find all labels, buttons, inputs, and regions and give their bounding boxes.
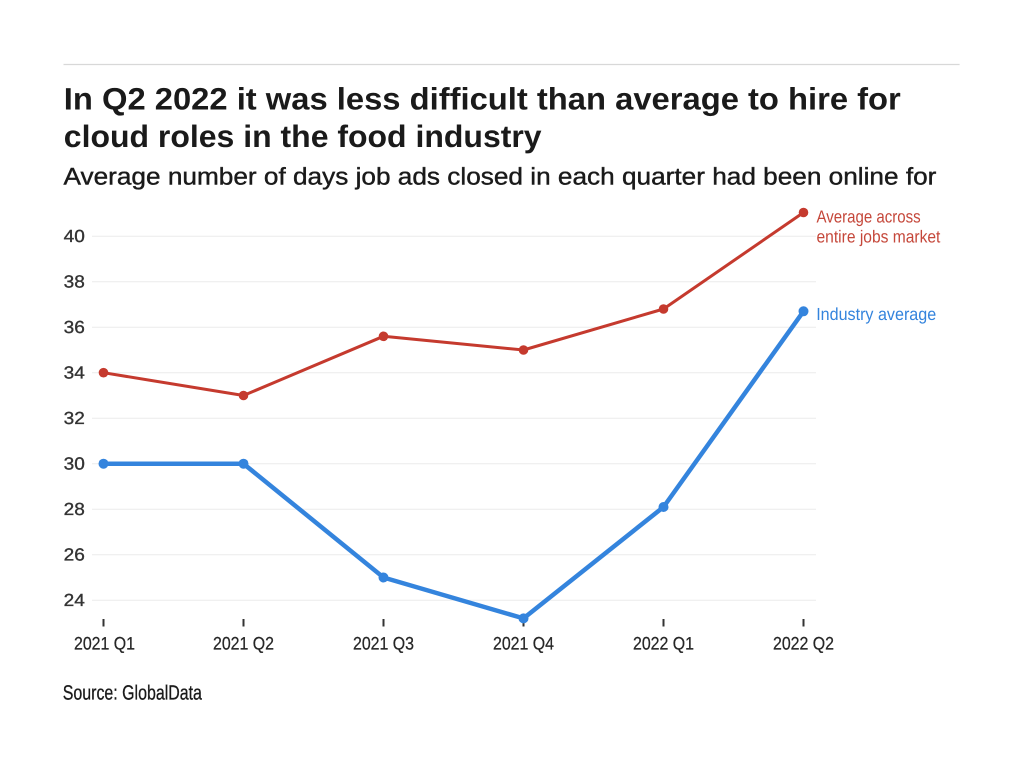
- svg-text:2021 Q4: 2021 Q4: [493, 634, 554, 654]
- svg-text:entire jobs market: entire jobs market: [817, 226, 941, 246]
- svg-text:40: 40: [64, 226, 85, 246]
- svg-text:2022 Q1: 2022 Q1: [633, 634, 694, 654]
- svg-text:38: 38: [64, 272, 85, 292]
- svg-text:32: 32: [64, 408, 85, 428]
- svg-text:34: 34: [64, 363, 85, 383]
- svg-text:2021 Q2: 2021 Q2: [213, 634, 274, 654]
- svg-text:Industry average: Industry average: [816, 304, 936, 324]
- svg-text:Source: GlobalData: Source: GlobalData: [63, 681, 203, 704]
- svg-text:Average number of days job ads: Average number of days job ads closed in…: [64, 164, 937, 191]
- svg-text:cloud roles in the food indust: cloud roles in the food industry: [64, 119, 543, 154]
- svg-text:Average across: Average across: [817, 207, 921, 227]
- svg-text:24: 24: [64, 590, 85, 610]
- svg-text:2021 Q3: 2021 Q3: [353, 634, 414, 654]
- svg-text:30: 30: [64, 454, 85, 474]
- svg-text:2022 Q2: 2022 Q2: [773, 634, 834, 654]
- svg-text:36: 36: [64, 317, 85, 337]
- svg-text:26: 26: [64, 545, 85, 565]
- svg-text:In Q2 2022 it was less difficu: In Q2 2022 it was less difficult than av…: [64, 81, 901, 116]
- svg-text:28: 28: [64, 499, 85, 519]
- svg-text:2021 Q1: 2021 Q1: [74, 634, 135, 654]
